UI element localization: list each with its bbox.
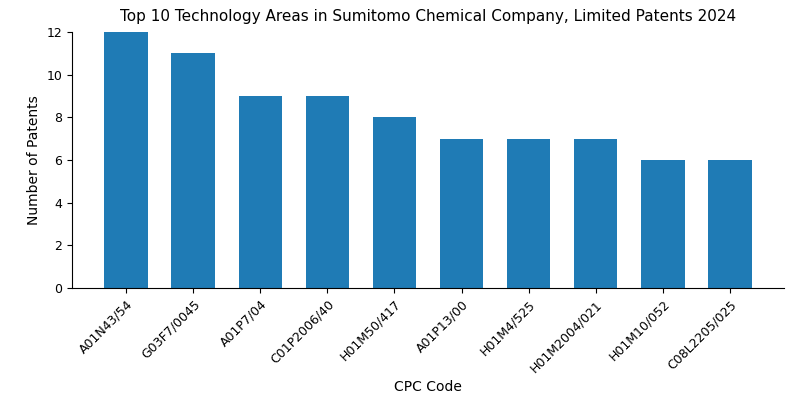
Bar — [238, 96, 282, 288]
X-axis label: CPC Code: CPC Code — [394, 380, 462, 394]
Bar — [440, 139, 483, 288]
Title: Top 10 Technology Areas in Sumitomo Chemical Company, Limited Patents 2024: Top 10 Technology Areas in Sumitomo Chem… — [120, 9, 736, 24]
Bar — [641, 160, 685, 288]
Bar — [507, 139, 550, 288]
Bar — [373, 117, 416, 288]
Bar — [171, 53, 215, 288]
Bar — [708, 160, 752, 288]
Y-axis label: Number of Patents: Number of Patents — [27, 95, 41, 225]
Bar — [306, 96, 349, 288]
Bar — [574, 139, 618, 288]
Bar — [104, 32, 148, 288]
